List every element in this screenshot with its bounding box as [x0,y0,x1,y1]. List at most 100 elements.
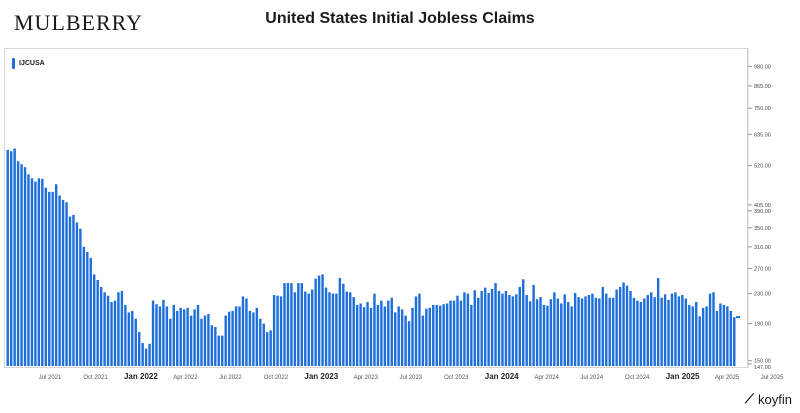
bar [283,283,286,366]
bar [715,310,719,366]
bar [96,279,99,366]
bar [421,315,425,366]
bar [41,178,44,366]
bar [477,297,480,366]
bar [120,290,124,366]
bar [272,295,276,366]
bar [501,293,504,366]
x-tick-label: Apr 2025 [715,375,740,381]
bar [217,335,220,366]
bar [539,297,542,366]
y-tick-label: 190.00 [754,322,771,328]
bar [65,202,68,366]
bar [452,300,456,366]
bar [708,293,712,366]
x-tick-label: Oct 2021 [83,375,108,381]
bar [390,297,393,366]
bar [726,306,729,366]
bar [148,343,151,366]
bar [639,302,643,366]
bar [667,299,670,366]
bar [93,274,96,366]
bar [636,300,639,366]
bar [279,296,283,366]
bar [227,311,231,366]
bar [622,282,625,366]
x-tick-label: Jul 2021 [39,375,62,381]
y-tick-label: 350.00 [754,226,771,232]
bar [400,309,404,366]
bar [151,300,155,366]
bar [701,307,705,366]
bar [483,287,487,366]
bar [404,315,407,366]
x-tick-label: Jul 2024 [580,375,603,381]
x-tick-label: Oct 2022 [264,375,289,381]
bar [269,330,272,366]
bar [435,304,438,366]
bar [259,318,262,366]
bar [23,167,27,366]
bar [165,306,169,366]
x-tick-label: Jan 2022 [124,372,158,381]
bar [618,286,622,366]
bar [252,312,255,366]
y-tick-label: 520.00 [754,164,771,170]
bar [528,301,532,366]
bar [34,181,37,366]
bar [207,314,210,366]
bar [733,317,736,366]
bar [51,191,54,366]
bar [566,302,570,366]
bar [307,293,310,366]
bar [556,298,560,366]
bar [601,286,605,366]
bar [158,306,162,366]
bar [338,278,342,366]
bar [511,296,515,366]
bar [141,342,144,366]
chart-legend[interactable]: IJCUSA [12,58,45,69]
bar [608,297,611,366]
x-tick-label: Jan 2024 [485,372,519,381]
bar [643,298,646,366]
bar [670,293,674,366]
bar [169,318,172,366]
bar [189,315,193,366]
bar [72,214,75,366]
bar [314,278,317,366]
bar [58,195,61,366]
bar [317,275,321,366]
bar [625,285,629,366]
bar [262,323,265,366]
bar [646,295,649,366]
bar [532,285,535,366]
bar [719,303,722,366]
bar [432,304,435,366]
bar [411,307,414,366]
bar [134,318,137,366]
bar [234,306,238,366]
bar [394,312,397,366]
x-tick-label: Jan 2023 [304,372,338,381]
chart-title: United States Initial Jobless Claims [265,10,535,27]
bar [418,293,421,366]
bar [82,246,86,366]
bar [677,296,681,366]
bar [286,283,290,366]
bar [290,283,293,366]
y-tick-label: 150.00 [754,359,771,365]
bar [366,302,369,366]
bar [37,178,41,366]
bar [352,297,355,366]
bar [684,298,688,366]
bar [131,310,134,366]
bar [580,298,584,366]
bar [321,274,324,366]
bar [459,300,463,366]
bar [16,161,20,366]
bar [615,289,618,366]
bar [349,292,352,366]
bar [577,297,580,366]
